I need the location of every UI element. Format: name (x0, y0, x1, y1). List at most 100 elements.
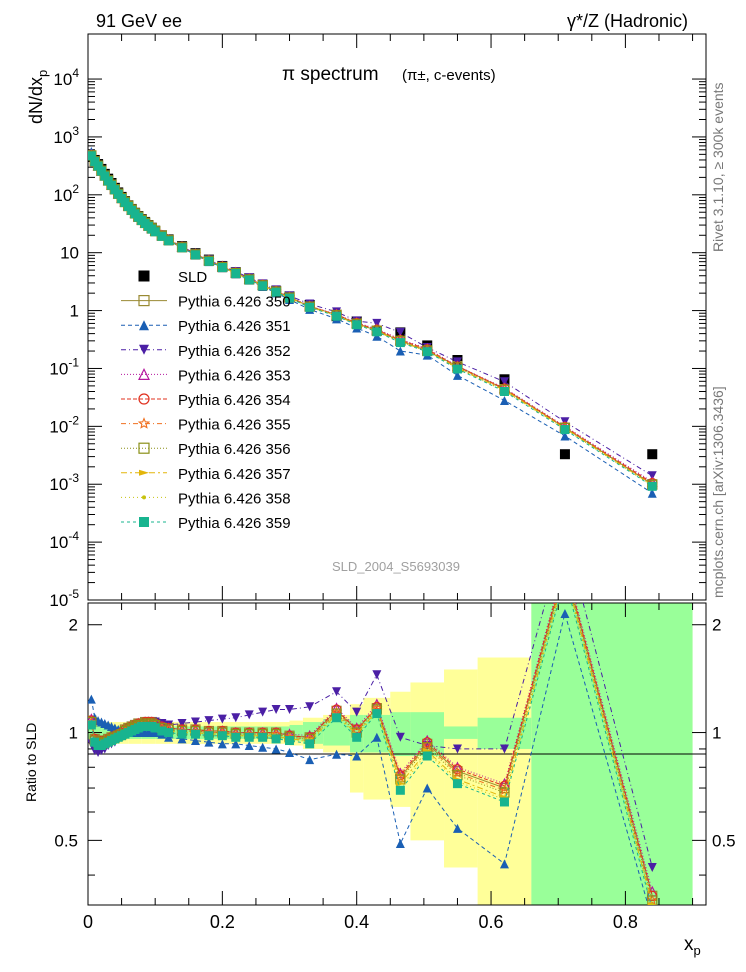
ratio-point (560, 570, 569, 575)
data-point (190, 250, 200, 260)
legend: SLD Pythia 6.426 350 Pythia 6.426 351 Pythi… (121, 269, 291, 532)
legend-entry: Pythia 6.426 350 (121, 294, 291, 311)
legend-entry: Pythia 6.426 352 (121, 343, 291, 360)
data-point (647, 481, 657, 491)
ratio-point (560, 565, 569, 574)
ratio-point (352, 732, 362, 742)
ratio-y-tick-label-right: 2 (712, 616, 721, 635)
plot-subtitle: (π±, c-events) (402, 67, 496, 84)
ratio-point (190, 717, 200, 727)
ratio-point (394, 771, 406, 783)
legend-marker (138, 442, 150, 454)
main-series-group (88, 147, 658, 498)
ratio-point (650, 903, 655, 905)
ratio-point (305, 739, 315, 749)
legend-label: Pythia 6.426 352 (178, 343, 291, 360)
ratio-point (372, 732, 382, 742)
legend-marker (138, 368, 150, 380)
data-point (372, 327, 382, 337)
ratio-point (231, 739, 241, 749)
ratio-point (648, 905, 657, 914)
ratio-band-outer (410, 682, 445, 841)
y-tick-label: 10-1 (49, 355, 79, 378)
legend-label: Pythia 6.426 355 (178, 417, 291, 434)
legend-label: Pythia 6.426 358 (178, 490, 291, 507)
ratio-point (560, 560, 569, 569)
data-point (560, 425, 570, 435)
data-point (88, 151, 96, 161)
data-point (422, 347, 432, 357)
legend-entry: Pythia 6.426 354 (121, 392, 291, 409)
data-point (647, 449, 658, 460)
ratio-point (352, 751, 362, 761)
ratio-point (646, 894, 658, 905)
ratio-point (395, 785, 405, 795)
ratio-point (421, 739, 433, 751)
ratio-point (560, 608, 570, 618)
legend-marker (137, 417, 151, 429)
axis-tick-labels: 0 0.2 0.4 0.6 0.8 10-5 10-4 10-3 10-2 10-1 1 10 102 1… (49, 66, 735, 932)
ratio-point (305, 702, 315, 712)
main-plot-frame (87, 33, 707, 601)
ratio-point (422, 751, 432, 761)
ratio-point (560, 529, 569, 538)
ratio-point (563, 573, 567, 577)
y-tick-label: 103 (53, 124, 79, 147)
ratio-y-tick-label: 0.5 (54, 831, 78, 850)
main-y-axis-label: dN/dxp (26, 70, 50, 124)
legend-label: Pythia 6.426 354 (178, 392, 291, 409)
series-line (90, 155, 653, 486)
data-point (332, 311, 342, 321)
y-tick-exponent: 3 (72, 124, 79, 138)
data-point (157, 231, 167, 241)
data-point (395, 346, 405, 356)
ratio-point (177, 718, 187, 728)
ratio-point (452, 779, 462, 789)
data-point (150, 227, 160, 237)
ratio-y-tick-label: 2 (69, 616, 78, 635)
x-tick-label: 0 (83, 912, 93, 932)
data-point (96, 166, 106, 176)
data-point (559, 449, 570, 460)
ratio-point (177, 734, 187, 744)
ratio-point (647, 862, 657, 872)
ratio-point (395, 839, 405, 849)
ratio-series-group (88, 529, 658, 914)
ratio-point (244, 732, 254, 742)
series-sld (88, 152, 658, 460)
legend-entry: Pythia 6.426 359 (121, 515, 291, 532)
ratio-point (499, 859, 509, 869)
series-line (90, 151, 653, 494)
side-text-top: Rivet 3.1.10, ≥ 300k events (710, 82, 726, 252)
data-point (499, 395, 509, 405)
ratio-point (452, 823, 462, 833)
y-tick-label: 10-2 (49, 413, 79, 436)
legend-marker (142, 495, 146, 500)
ratio-point (164, 728, 174, 738)
header-left: 91 GeV ee (96, 11, 182, 31)
ratio-point (332, 749, 342, 759)
ratio-point (560, 557, 569, 566)
data-point (177, 243, 187, 253)
y-tick-exponent: -2 (68, 413, 79, 427)
analysis-id: SLD_2004_S5693039 (332, 559, 460, 574)
data-point (244, 275, 254, 285)
legend-marker (138, 295, 150, 307)
series-pythia-6-426-351 (88, 147, 657, 498)
data-point (258, 281, 268, 291)
x-tick-label: 0.2 (210, 912, 235, 932)
ratio-point (157, 726, 167, 736)
ratio-y-tick-label: 1 (69, 724, 78, 743)
side-text-bottom: mcplots.cern.ch [arXiv:1306.3436] (710, 386, 726, 598)
ratio-point (305, 755, 315, 765)
ratio-point (150, 723, 160, 733)
legend-label: Pythia 6.426 357 (178, 466, 291, 483)
legend-entry: Pythia 6.426 356 (121, 441, 291, 458)
legend-label: Pythia 6.426 353 (178, 367, 291, 384)
ratio-point (244, 741, 254, 751)
ratio-point (231, 713, 241, 723)
ratio-band-inner (444, 726, 478, 739)
ratio-point (190, 736, 200, 746)
ratio-point (258, 742, 268, 752)
